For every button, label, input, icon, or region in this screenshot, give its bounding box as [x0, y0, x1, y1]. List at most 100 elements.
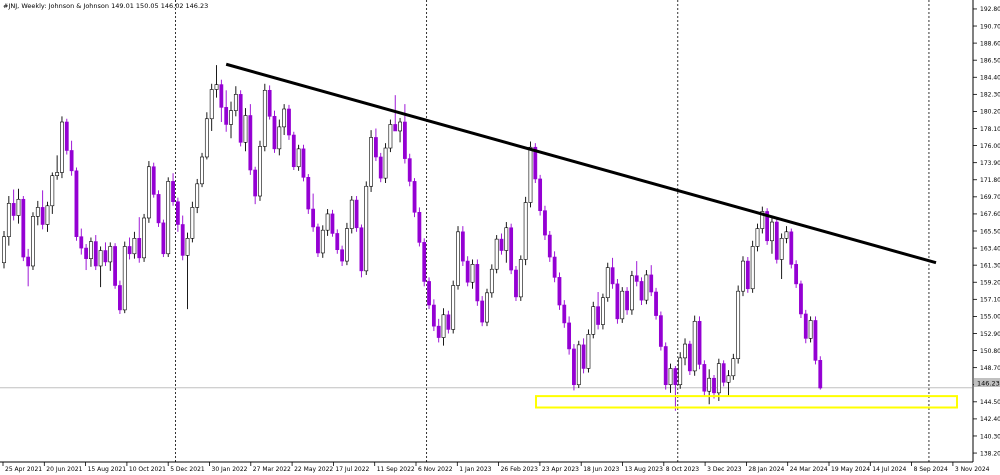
- candle[interactable]: [538, 174, 543, 216]
- candle[interactable]: [132, 231, 137, 259]
- candle[interactable]: [494, 235, 499, 274]
- candle[interactable]: [258, 140, 262, 201]
- candle[interactable]: [108, 242, 113, 271]
- candle[interactable]: [204, 112, 209, 160]
- candle[interactable]: [137, 217, 142, 263]
- candle[interactable]: [528, 141, 533, 208]
- candle[interactable]: [784, 226, 789, 244]
- candle[interactable]: [446, 310, 451, 334]
- candle[interactable]: [673, 366, 678, 411]
- candle[interactable]: [335, 229, 340, 254]
- candle[interactable]: [543, 205, 547, 240]
- candle[interactable]: [388, 119, 393, 153]
- candle[interactable]: [2, 231, 6, 269]
- candle[interactable]: [407, 153, 412, 187]
- candle[interactable]: [267, 85, 272, 120]
- candle[interactable]: [412, 178, 417, 218]
- candle[interactable]: [224, 90, 229, 132]
- candle[interactable]: [422, 238, 427, 287]
- candle[interactable]: [726, 370, 731, 397]
- candle[interactable]: [716, 358, 721, 401]
- candle[interactable]: [799, 280, 803, 319]
- candle[interactable]: [340, 245, 345, 266]
- candle[interactable]: [567, 316, 572, 355]
- candle[interactable]: [745, 257, 750, 293]
- candle[interactable]: [277, 119, 282, 156]
- candle[interactable]: [69, 140, 74, 176]
- candle[interactable]: [200, 152, 204, 188]
- candle[interactable]: [282, 104, 287, 136]
- candle[interactable]: [16, 188, 21, 224]
- candle[interactable]: [417, 207, 422, 247]
- candle[interactable]: [291, 131, 296, 170]
- candle[interactable]: [233, 86, 238, 117]
- candle[interactable]: [171, 173, 175, 206]
- time-axis[interactable]: 25 Apr 2021 20 Jun 2021 15 Aug 2021 10 Oct …: [2, 462, 990, 473]
- candle[interactable]: [629, 270, 634, 315]
- support-zone[interactable]: [535, 395, 958, 409]
- candle[interactable]: [427, 277, 431, 310]
- candle[interactable]: [572, 344, 576, 391]
- candle[interactable]: [601, 293, 605, 330]
- candle[interactable]: [301, 144, 306, 182]
- candle[interactable]: [581, 338, 586, 374]
- candle[interactable]: [499, 233, 504, 255]
- candle[interactable]: [504, 222, 509, 263]
- candle[interactable]: [79, 228, 84, 255]
- candle[interactable]: [702, 360, 707, 397]
- candle[interactable]: [451, 280, 456, 334]
- candle[interactable]: [166, 177, 171, 258]
- candle[interactable]: [383, 143, 388, 184]
- candle[interactable]: [345, 222, 349, 266]
- candle[interactable]: [523, 196, 528, 266]
- candle[interactable]: [306, 174, 311, 214]
- candle[interactable]: [456, 226, 460, 290]
- candle[interactable]: [654, 287, 658, 320]
- candle[interactable]: [547, 231, 552, 262]
- candle[interactable]: [615, 278, 620, 324]
- candle[interactable]: [610, 257, 615, 289]
- candle[interactable]: [209, 83, 214, 131]
- candle[interactable]: [678, 352, 683, 389]
- candle[interactable]: [470, 259, 475, 289]
- candle[interactable]: [364, 181, 369, 275]
- candle[interactable]: [644, 270, 649, 305]
- price-axis[interactable]: 138.20140.30142.40144.50146.60148.70150.…: [973, 6, 1000, 457]
- candle[interactable]: [586, 329, 591, 373]
- candle[interactable]: [431, 299, 436, 332]
- candle[interactable]: [31, 212, 35, 271]
- candle[interactable]: [485, 288, 489, 327]
- candle[interactable]: [50, 172, 55, 214]
- candle[interactable]: [113, 243, 117, 289]
- candle[interactable]: [287, 104, 291, 140]
- candle[interactable]: [770, 216, 774, 254]
- candle[interactable]: [84, 244, 89, 271]
- candle[interactable]: [248, 104, 253, 175]
- candle[interactable]: [818, 356, 823, 390]
- candle[interactable]: [755, 223, 760, 252]
- candle[interactable]: [190, 201, 195, 243]
- candle[interactable]: [316, 223, 320, 258]
- candle[interactable]: [185, 232, 190, 310]
- candle[interactable]: [687, 340, 692, 375]
- candle[interactable]: [813, 316, 818, 365]
- candle[interactable]: [741, 256, 745, 297]
- candle[interactable]: [803, 309, 808, 344]
- candle[interactable]: [514, 265, 518, 301]
- candle[interactable]: [349, 196, 354, 234]
- candle[interactable]: [195, 178, 200, 214]
- candle[interactable]: [779, 233, 784, 279]
- candle[interactable]: [374, 128, 378, 162]
- candle[interactable]: [721, 360, 726, 387]
- candle[interactable]: [64, 118, 69, 155]
- candle[interactable]: [6, 196, 11, 246]
- candle[interactable]: [98, 246, 103, 288]
- candle[interactable]: [127, 237, 132, 260]
- candle[interactable]: [460, 226, 465, 266]
- candle[interactable]: [639, 277, 644, 306]
- candle[interactable]: [378, 152, 383, 183]
- candle[interactable]: [122, 241, 127, 314]
- candle[interactable]: [320, 225, 325, 258]
- candle[interactable]: [591, 301, 596, 339]
